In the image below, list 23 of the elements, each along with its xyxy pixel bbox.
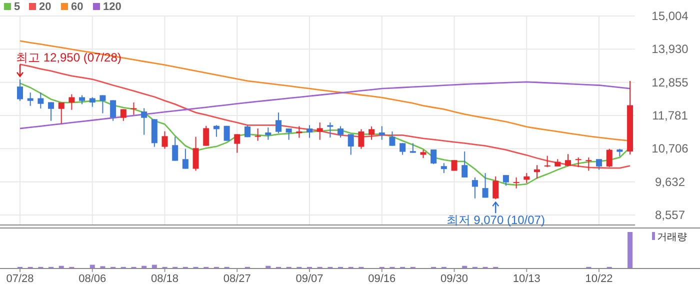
y-tick-label: 15,004 (652, 9, 689, 23)
annotation: 최고 12,950 (07/28) (16, 50, 122, 64)
y-tick-label: 13,930 (652, 42, 689, 56)
x-tick-label: 08/27 (223, 273, 251, 285)
annotation: 최저 9,070 (10/07) (446, 213, 545, 228)
x-tick-label: 09/16 (368, 273, 396, 285)
x-tick-label: 08/06 (78, 273, 106, 285)
legend-label: 60 (71, 1, 84, 13)
y-tick-label: 11,781 (652, 108, 688, 122)
legend-거래량: 거래량 (652, 232, 687, 243)
x-tick-label: 09/07 (296, 273, 324, 285)
y-tick-label: 8,557 (654, 208, 686, 222)
x-tick-label: 07/28 (6, 273, 34, 285)
legend-label: 5 (14, 1, 20, 13)
x-tick-label: 10/13 (512, 273, 540, 285)
x-tick-label: 10/22 (585, 273, 613, 285)
y-tick-label: 9,632 (654, 174, 686, 189)
y-tick-label: 12,855 (652, 75, 689, 90)
legend-label: 120 (103, 1, 122, 13)
x-tick-label: 09/30 (440, 273, 468, 285)
y-tick-label: 10,706 (652, 142, 689, 156)
x-tick-label: 08/18 (150, 273, 179, 285)
legend-label: 20 (39, 1, 52, 13)
